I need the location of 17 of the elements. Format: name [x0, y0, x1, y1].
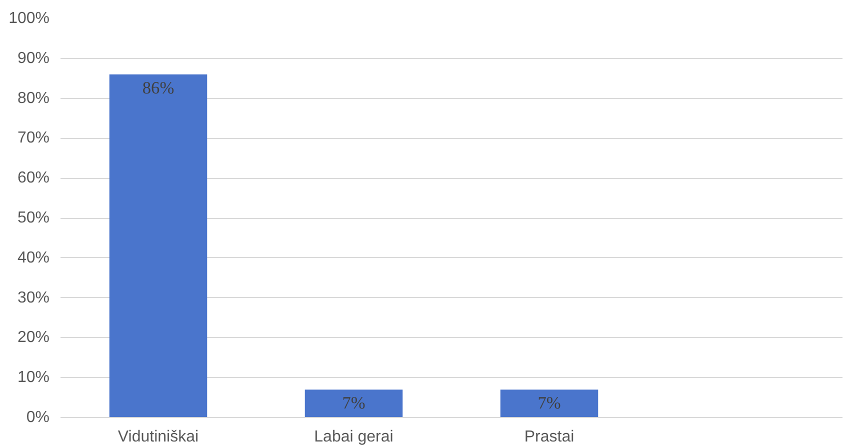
x-tick-label: Vidutiniškai: [118, 428, 199, 446]
y-tick-label: 50%: [17, 210, 50, 226]
x-tick-label: Labai gerai: [314, 428, 394, 446]
y-tick-label: 100%: [8, 10, 50, 27]
y-tick-label: 40%: [17, 249, 50, 266]
y-tick-label: 30%: [17, 289, 50, 306]
y-tick-label: 70%: [17, 130, 50, 147]
y-tick-label: 80%: [17, 90, 50, 107]
data-label: 7%: [342, 394, 366, 413]
data-label: 86%: [142, 78, 174, 98]
data-label: 7%: [538, 394, 561, 413]
y-tick-label: 0%: [26, 409, 50, 426]
x-tick-label: Prastai: [524, 428, 574, 446]
y-tick-label: 90%: [17, 50, 50, 67]
y-tick-label: 10%: [17, 369, 50, 386]
y-tick-label: 60%: [17, 170, 50, 187]
y-tick-label: 20%: [17, 329, 50, 346]
